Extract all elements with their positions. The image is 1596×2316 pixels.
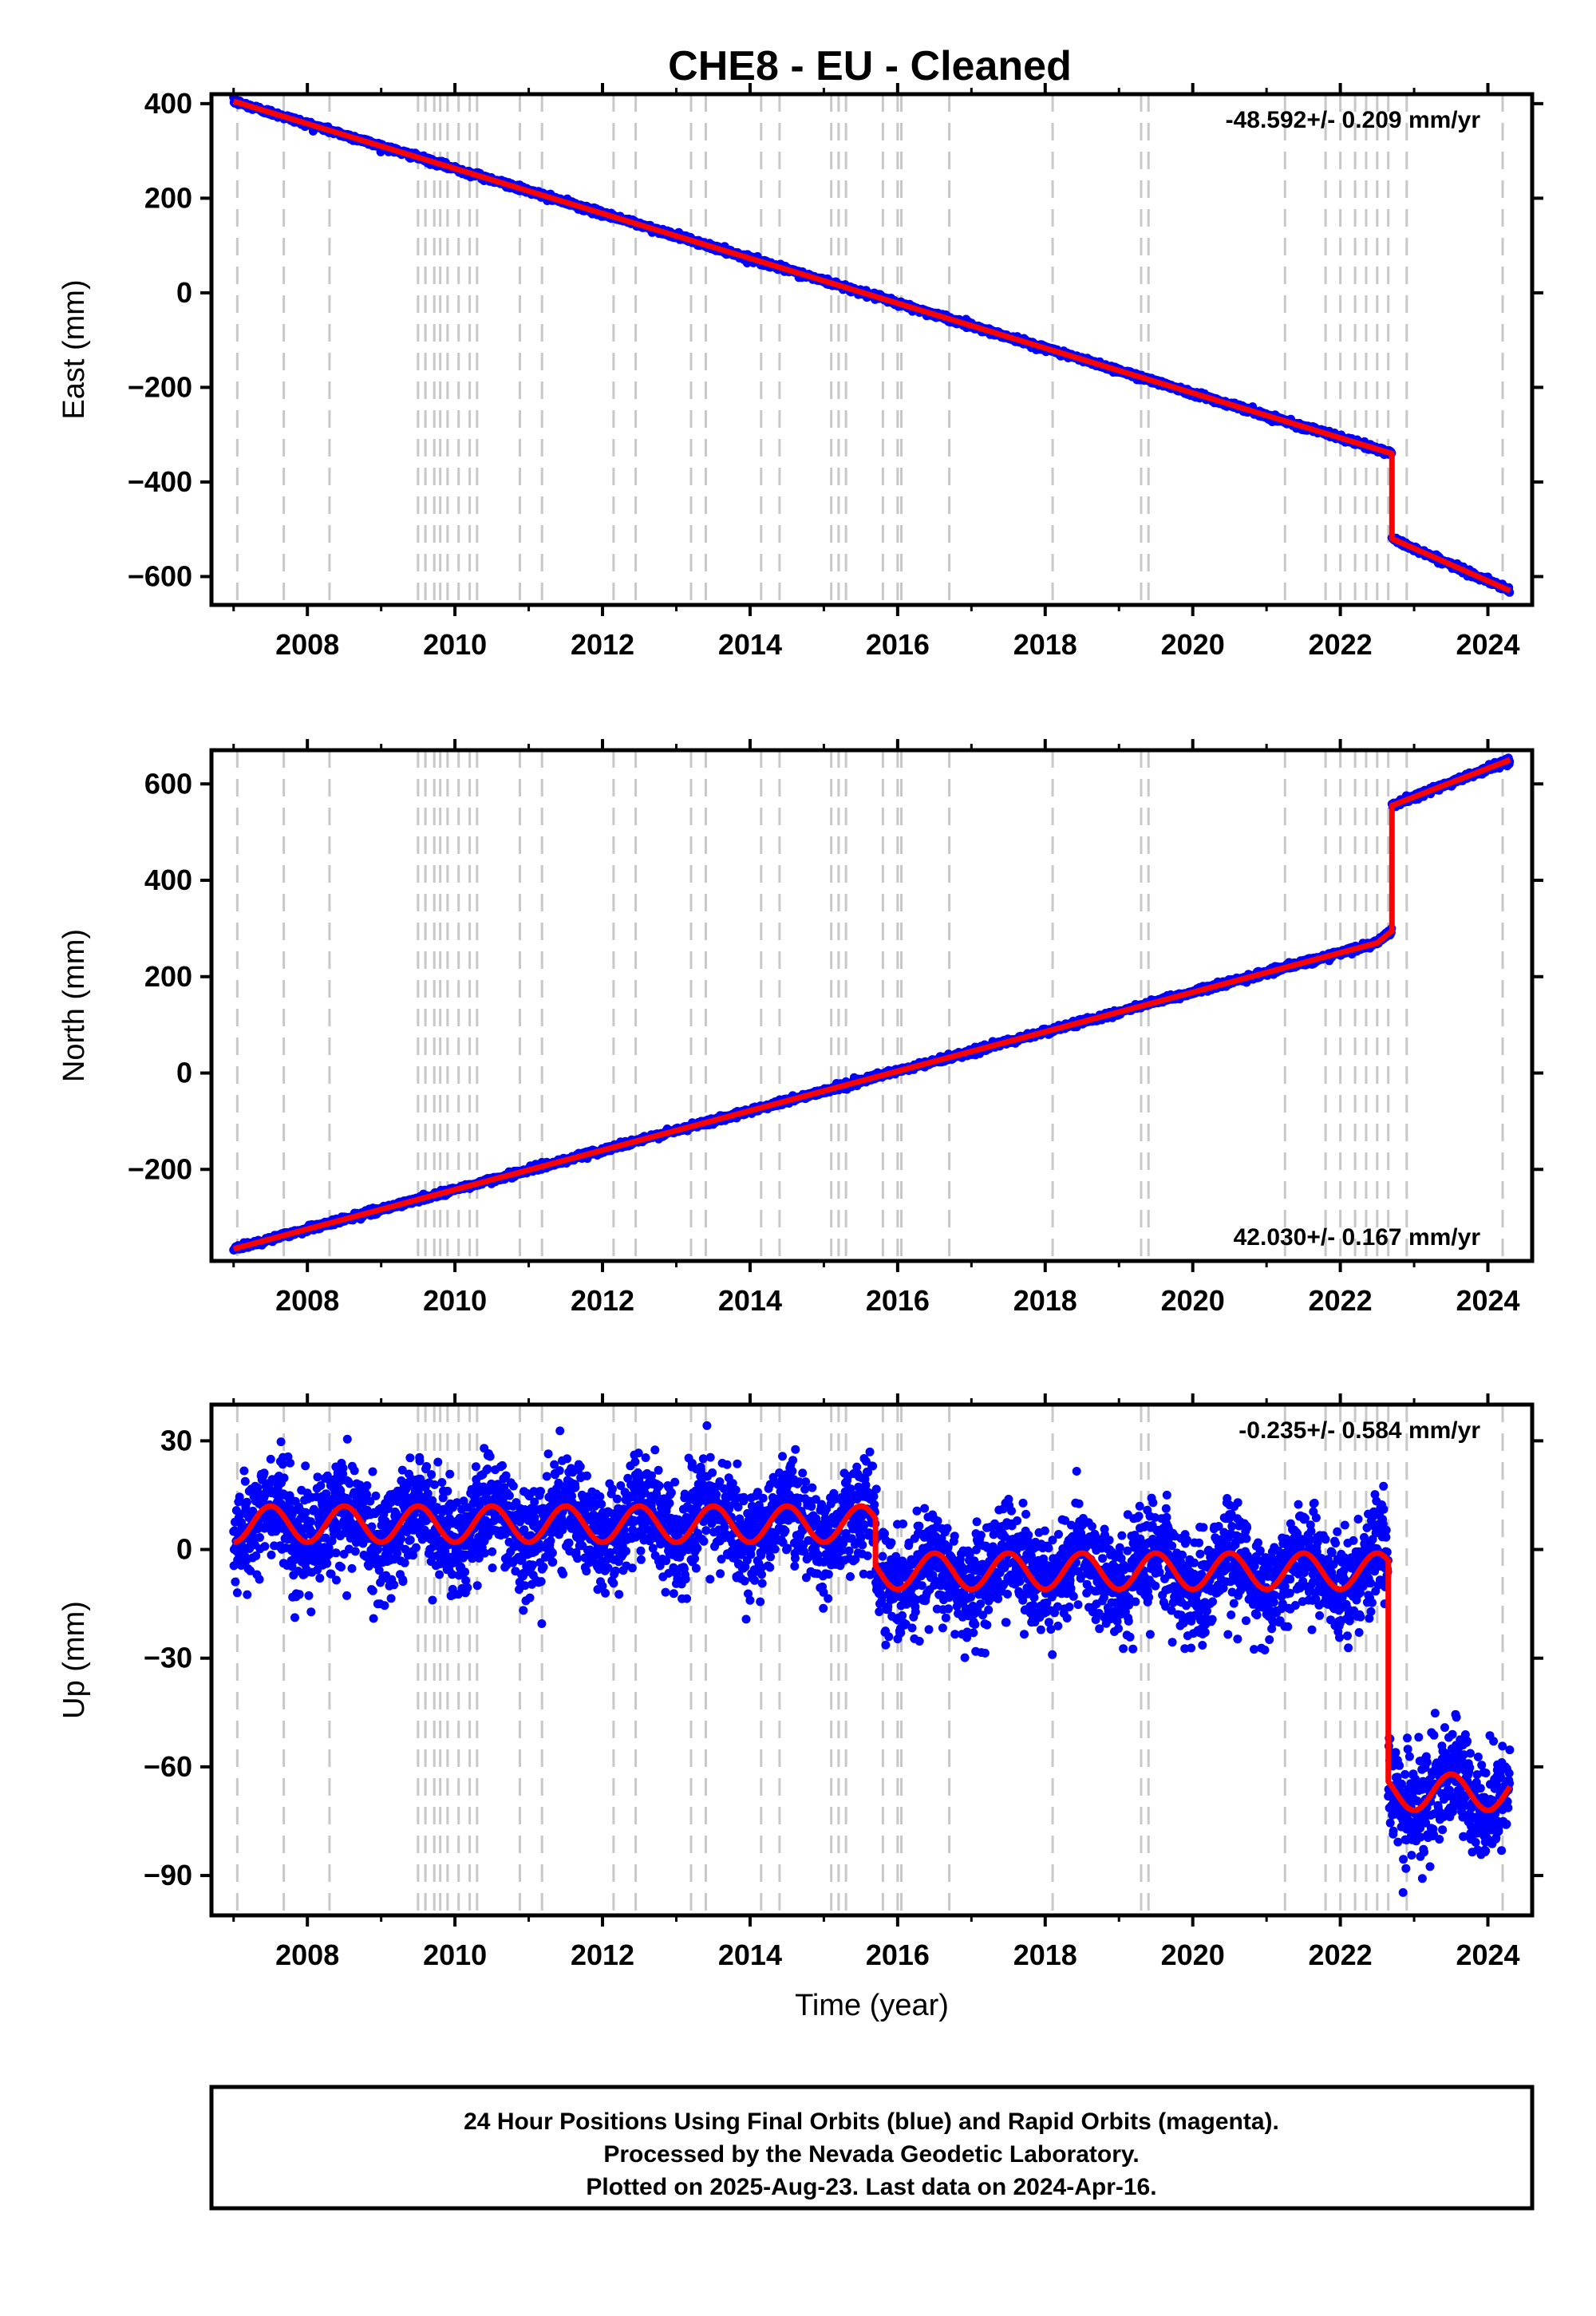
chart-title: CHE8 - EU - Cleaned [668,43,1072,89]
y-tick-label: 200 [144,181,192,214]
observation-points [229,93,1515,597]
rate-label: -48.592+/- 0.209 mm/yr [1226,107,1481,133]
plot-frame [209,92,1535,607]
y-axis-label: East (mm) [57,279,91,419]
x-tick-label: 2012 [571,628,634,661]
x-tick-label: 2008 [275,628,339,661]
x-tick-label: 2016 [866,628,930,661]
observation-points [229,753,1515,1255]
y-tick-label: 400 [144,87,192,120]
x-tick-label: 2022 [1309,628,1373,661]
x-tick-label: 2020 [1161,628,1225,661]
x-tick-label: 2024 [1456,628,1519,661]
east-panel: −600 −400 −200 0 200 400 2008 2010 2012 2014 2016 2… [57,83,1543,661]
y-tick-label: 0 [176,276,192,309]
y-tick-label: −400 [128,465,192,498]
x-tick-label: 2018 [1013,628,1077,661]
model-line [232,98,1511,594]
x-tick-label: 2014 [718,628,782,661]
y-tick-label: −200 [128,370,192,403]
x-tick-label: 2010 [423,628,487,661]
y-tick-label: −600 [128,559,192,592]
